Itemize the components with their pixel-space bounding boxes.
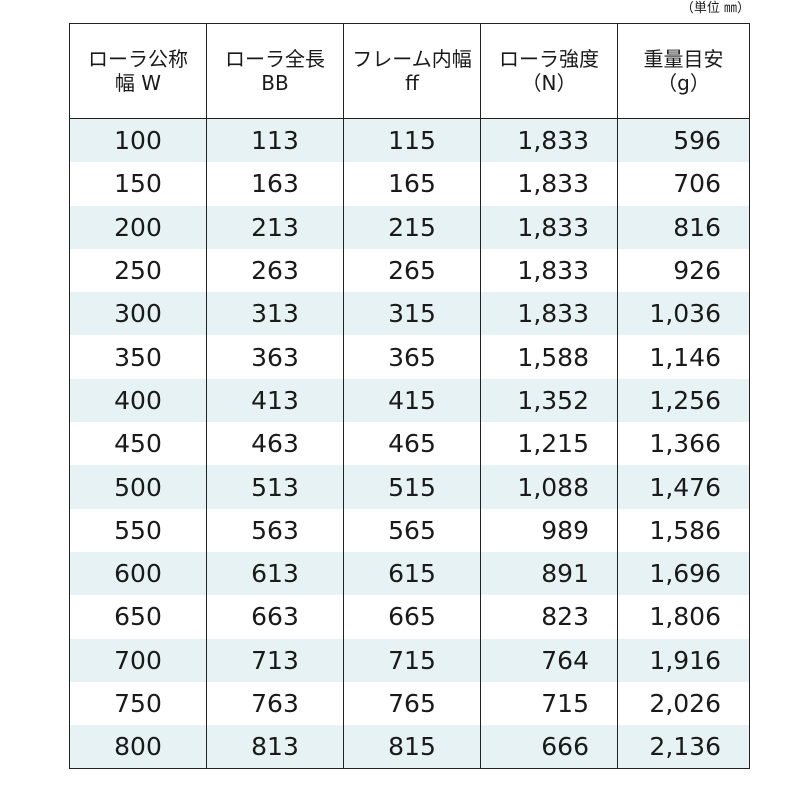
- table-row: 400 413 415 1,352 1,256: [69, 378, 750, 423]
- cell-frame-inner-width: 665: [343, 595, 481, 639]
- cell-nominal-width: 600: [69, 551, 207, 596]
- table-row: 700 713 715 764 1,916: [69, 638, 750, 682]
- header-roller-length: ローラ全長 BB: [206, 23, 344, 119]
- cell-frame-inner-width: 365: [343, 335, 481, 379]
- header-frame-inner-width: フレーム内幅 ff: [343, 23, 481, 119]
- cell-frame-inner-width: 115: [343, 118, 481, 163]
- cell-weight: 1,916: [617, 638, 750, 682]
- cell-roller-length: 763: [206, 681, 344, 726]
- cell-roller-length: 213: [206, 205, 344, 249]
- cell-nominal-width: 300: [69, 292, 207, 336]
- cell-roller-strength: 1,833: [480, 162, 618, 206]
- cell-weight: 2,136: [617, 725, 750, 770]
- table-row: 300 313 315 1,833 1,036: [69, 292, 750, 336]
- cell-roller-strength: 1,833: [480, 205, 618, 249]
- cell-roller-length: 563: [206, 508, 344, 552]
- cell-roller-length: 713: [206, 638, 344, 682]
- header-roller-strength: ローラ強度 （N）: [480, 23, 618, 119]
- cell-roller-length: 163: [206, 162, 344, 206]
- cell-nominal-width: 200: [69, 205, 207, 249]
- cell-weight: 1,036: [617, 292, 750, 336]
- cell-roller-strength: 989: [480, 508, 618, 552]
- table-row: 550 563 565 989 1,586: [69, 508, 750, 552]
- cell-nominal-width: 250: [69, 248, 207, 293]
- cell-roller-length: 363: [206, 335, 344, 379]
- roller-spec-table: ローラ公称 幅 W ローラ全長 BB フレーム内幅 ff ローラ強度 （N） 重…: [69, 23, 750, 770]
- cell-roller-strength: 1,352: [480, 378, 618, 423]
- cell-weight: 1,476: [617, 465, 750, 509]
- cell-roller-strength: 715: [480, 681, 618, 726]
- cell-roller-length: 663: [206, 595, 344, 639]
- cell-roller-strength: 1,588: [480, 335, 618, 379]
- table-row: 250 263 265 1,833 926: [69, 248, 750, 293]
- cell-roller-length: 613: [206, 551, 344, 596]
- cell-roller-strength: 1,833: [480, 292, 618, 336]
- cell-nominal-width: 750: [69, 681, 207, 726]
- cell-weight: 1,806: [617, 595, 750, 639]
- unit-label: （単位 ㎜）: [680, 1, 750, 16]
- cell-roller-strength: 1,833: [480, 248, 618, 293]
- cell-roller-strength: 823: [480, 595, 618, 639]
- cell-roller-length: 263: [206, 248, 344, 293]
- cell-roller-length: 463: [206, 422, 344, 466]
- table-row: 100 113 115 1,833 596: [69, 118, 750, 163]
- header-nominal-width: ローラ公称 幅 W: [69, 23, 207, 119]
- cell-nominal-width: 500: [69, 465, 207, 509]
- cell-frame-inner-width: 165: [343, 162, 481, 206]
- cell-nominal-width: 800: [69, 725, 207, 770]
- cell-weight: 1,696: [617, 551, 750, 596]
- cell-nominal-width: 150: [69, 162, 207, 206]
- cell-roller-length: 513: [206, 465, 344, 509]
- table-row: 600 613 615 891 1,696: [69, 551, 750, 596]
- cell-roller-length: 313: [206, 292, 344, 336]
- cell-frame-inner-width: 565: [343, 508, 481, 552]
- table-row: 500 513 515 1,088 1,476: [69, 465, 750, 509]
- cell-frame-inner-width: 315: [343, 292, 481, 336]
- cell-nominal-width: 550: [69, 508, 207, 552]
- cell-frame-inner-width: 765: [343, 681, 481, 726]
- cell-roller-strength: 891: [480, 551, 618, 596]
- table-header-row: ローラ公称 幅 W ローラ全長 BB フレーム内幅 ff ローラ強度 （N） 重…: [69, 23, 750, 119]
- cell-frame-inner-width: 515: [343, 465, 481, 509]
- cell-frame-inner-width: 465: [343, 422, 481, 466]
- cell-weight: 1,366: [617, 422, 750, 466]
- cell-nominal-width: 650: [69, 595, 207, 639]
- cell-roller-length: 813: [206, 725, 344, 770]
- cell-roller-strength: 764: [480, 638, 618, 682]
- cell-weight: 2,026: [617, 681, 750, 726]
- cell-roller-strength: 1,833: [480, 118, 618, 163]
- cell-weight: 1,586: [617, 508, 750, 552]
- cell-nominal-width: 350: [69, 335, 207, 379]
- cell-weight: 706: [617, 162, 750, 206]
- cell-nominal-width: 400: [69, 378, 207, 423]
- cell-roller-strength: 1,088: [480, 465, 618, 509]
- cell-frame-inner-width: 815: [343, 725, 481, 770]
- table-row: 800 813 815 666 2,136: [69, 725, 750, 770]
- cell-weight: 816: [617, 205, 750, 249]
- table-row: 650 663 665 823 1,806: [69, 595, 750, 639]
- table-row: 350 363 365 1,588 1,146: [69, 335, 750, 379]
- table-row: 200 213 215 1,833 816: [69, 205, 750, 249]
- cell-frame-inner-width: 715: [343, 638, 481, 682]
- cell-frame-inner-width: 215: [343, 205, 481, 249]
- table-row: 750 763 765 715 2,026: [69, 681, 750, 726]
- header-weight: 重量目安 （g）: [617, 23, 750, 119]
- cell-weight: 596: [617, 118, 750, 163]
- cell-nominal-width: 450: [69, 422, 207, 466]
- cell-weight: 1,146: [617, 335, 750, 379]
- cell-roller-strength: 666: [480, 725, 618, 770]
- cell-nominal-width: 700: [69, 638, 207, 682]
- cell-roller-length: 413: [206, 378, 344, 423]
- table-row: 150 163 165 1,833 706: [69, 162, 750, 206]
- cell-frame-inner-width: 265: [343, 248, 481, 293]
- cell-frame-inner-width: 415: [343, 378, 481, 423]
- cell-roller-strength: 1,215: [480, 422, 618, 466]
- table-row: 450 463 465 1,215 1,366: [69, 422, 750, 466]
- table-body: 100 113 115 1,833 596 150 163 165 1,833 706 200 213…: [69, 118, 750, 770]
- cell-weight: 1,256: [617, 378, 750, 423]
- cell-nominal-width: 100: [69, 118, 207, 163]
- cell-frame-inner-width: 615: [343, 551, 481, 596]
- cell-roller-length: 113: [206, 118, 344, 163]
- cell-weight: 926: [617, 248, 750, 293]
